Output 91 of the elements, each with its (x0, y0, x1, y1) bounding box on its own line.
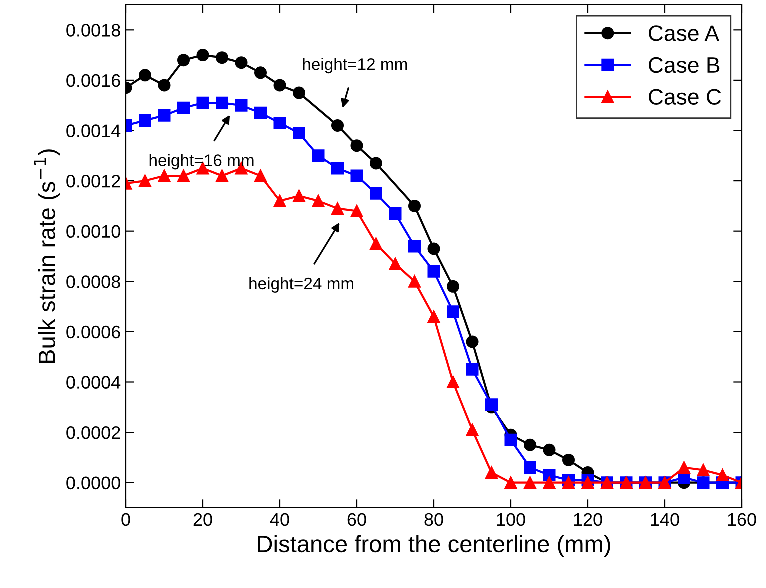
point (447, 306, 460, 318)
x-tick-label: 100 (497, 513, 526, 526)
point (408, 240, 421, 253)
point (139, 114, 152, 127)
point (196, 96, 210, 110)
point (274, 116, 286, 130)
point (524, 438, 536, 452)
point (332, 119, 344, 132)
point (312, 150, 325, 162)
point (293, 190, 306, 202)
point (466, 424, 479, 436)
point (370, 187, 382, 200)
x-tick-label: 120 (574, 513, 602, 526)
legend-label: Case C (649, 89, 722, 105)
point (196, 49, 210, 62)
x-tick-label: 40 (270, 513, 290, 526)
point (254, 66, 267, 80)
point (562, 454, 575, 466)
point (697, 464, 710, 477)
y-tick-label: 0.0000 (66, 476, 120, 490)
y-tick-label: 0.0016 (66, 74, 120, 88)
point (216, 170, 228, 182)
point (139, 174, 152, 188)
point (370, 238, 382, 250)
point (158, 170, 171, 182)
point (486, 466, 498, 480)
point (370, 157, 382, 170)
x-axis-title: Distance from the centerline (mm) (258, 535, 610, 558)
x-tick-label: 60 (348, 513, 366, 526)
point (235, 56, 248, 70)
legend-label: Case B (649, 57, 720, 74)
point (504, 476, 518, 490)
point (274, 194, 286, 208)
y-tick-label: 0.0014 (66, 124, 121, 138)
point (716, 469, 729, 482)
point (350, 204, 364, 218)
x-tick-label: 140 (651, 513, 680, 526)
point (504, 434, 518, 446)
point (332, 202, 344, 215)
annotation: height=16 mm (150, 154, 254, 170)
point (582, 476, 594, 490)
point (216, 52, 228, 64)
annotation: height=24 mm (250, 277, 354, 293)
point (178, 102, 190, 114)
point (524, 476, 536, 490)
point (235, 99, 248, 112)
y-tick-label: 0.0018 (66, 24, 120, 37)
y-tick-label: 0.0012 (66, 174, 120, 188)
point (216, 96, 228, 110)
point (274, 79, 286, 92)
point (447, 376, 460, 388)
point (408, 200, 421, 212)
point (543, 444, 556, 456)
point (562, 476, 575, 490)
x-tick-label: 0 (122, 513, 130, 526)
point (158, 109, 171, 122)
point (158, 79, 171, 92)
point (178, 54, 190, 67)
y-tick-label: 0.0002 (66, 426, 120, 440)
point (350, 140, 364, 152)
point (350, 170, 364, 182)
point (678, 462, 690, 474)
y-axis-title: Bulk strain rate (s$^{−1}$) (34, 150, 60, 364)
point (428, 265, 440, 278)
point (543, 476, 556, 490)
point (254, 170, 267, 182)
point (428, 242, 440, 256)
x-tick-label: 80 (424, 513, 444, 526)
point (466, 336, 479, 348)
point (466, 363, 479, 376)
point (178, 170, 190, 182)
point (447, 280, 460, 293)
point (389, 258, 402, 270)
y-tick-label: 0.0010 (66, 225, 120, 238)
point (293, 127, 306, 140)
point (139, 69, 152, 82)
x-tick-label: 20 (194, 513, 212, 526)
point (312, 194, 325, 208)
y-tick-label: 0.0008 (66, 276, 120, 288)
legend-label: Case A (649, 26, 720, 42)
point (254, 106, 267, 120)
annotation: height=12 mm (303, 58, 408, 74)
y-tick-label: 0.0004 (66, 376, 121, 389)
point (408, 275, 421, 288)
y-tick-label: 0.0006 (66, 326, 120, 339)
point (332, 162, 344, 175)
point (389, 207, 402, 220)
point (428, 310, 440, 324)
point (293, 86, 306, 100)
point (524, 462, 536, 474)
x-tick-label: 160 (728, 513, 756, 526)
